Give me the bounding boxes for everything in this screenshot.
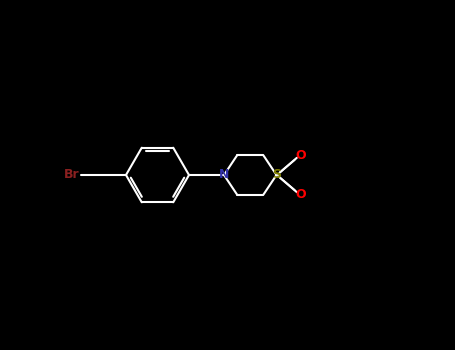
Text: Br: Br [64, 168, 80, 182]
Text: N: N [219, 168, 229, 182]
Text: S: S [272, 168, 281, 182]
Text: O: O [295, 188, 306, 201]
Text: O: O [295, 149, 306, 162]
